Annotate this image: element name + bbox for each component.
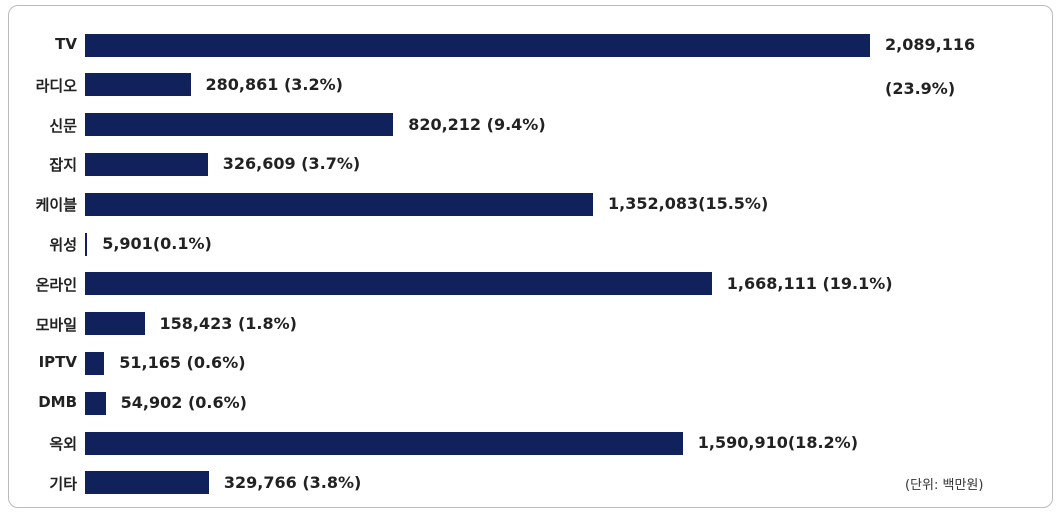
category-label: 잡지 [49, 156, 77, 175]
category-label: DMB [38, 393, 77, 412]
category-label: IPTV [38, 353, 77, 372]
bar [85, 351, 105, 375]
value-label: 820,212 (9.4%) [408, 114, 546, 134]
annotation: (단위: 백만원) [905, 478, 984, 493]
value-label: 158,423 (1.8%) [159, 313, 297, 333]
value-label: 1,590,910(18.2%) [697, 433, 858, 452]
value-label: 1,352,083(15.5%) [608, 194, 769, 214]
value-label: 51,165 (0.6%) [119, 353, 246, 373]
bar [85, 312, 145, 336]
bar [85, 152, 208, 176]
category-label: 케이블 [35, 196, 77, 215]
category-label: 라디오 [35, 76, 77, 95]
bar [85, 272, 712, 296]
value-label: 326,609 (3.7%) [222, 154, 361, 174]
category-label: TV [55, 35, 77, 53]
category-label: 신문 [49, 116, 77, 135]
frame [8, 5, 1053, 508]
bar [85, 192, 594, 216]
value-label: 54,902 (0.6%) [120, 393, 247, 413]
value-label: 2,089,116 (23.9%) [885, 35, 976, 98]
category-label: 위성 [49, 236, 77, 254]
bar [85, 471, 209, 495]
value-label: 280,861 (3.2%) [205, 74, 343, 94]
bar [85, 113, 394, 137]
value-label: 329,766 (3.8%) [223, 472, 362, 492]
value-label: 5,901(0.1%) [102, 234, 212, 253]
bar [85, 33, 870, 57]
category-label: 옥외 [49, 435, 77, 453]
bar [85, 73, 191, 97]
value-label: 1,668,111 (19.1%) [726, 273, 893, 293]
bar [85, 232, 88, 256]
bar [85, 391, 106, 415]
bar [85, 431, 683, 455]
category-label: 기타 [49, 474, 77, 493]
category-label: 모바일 [35, 315, 77, 334]
category-label: 온라인 [35, 275, 77, 294]
